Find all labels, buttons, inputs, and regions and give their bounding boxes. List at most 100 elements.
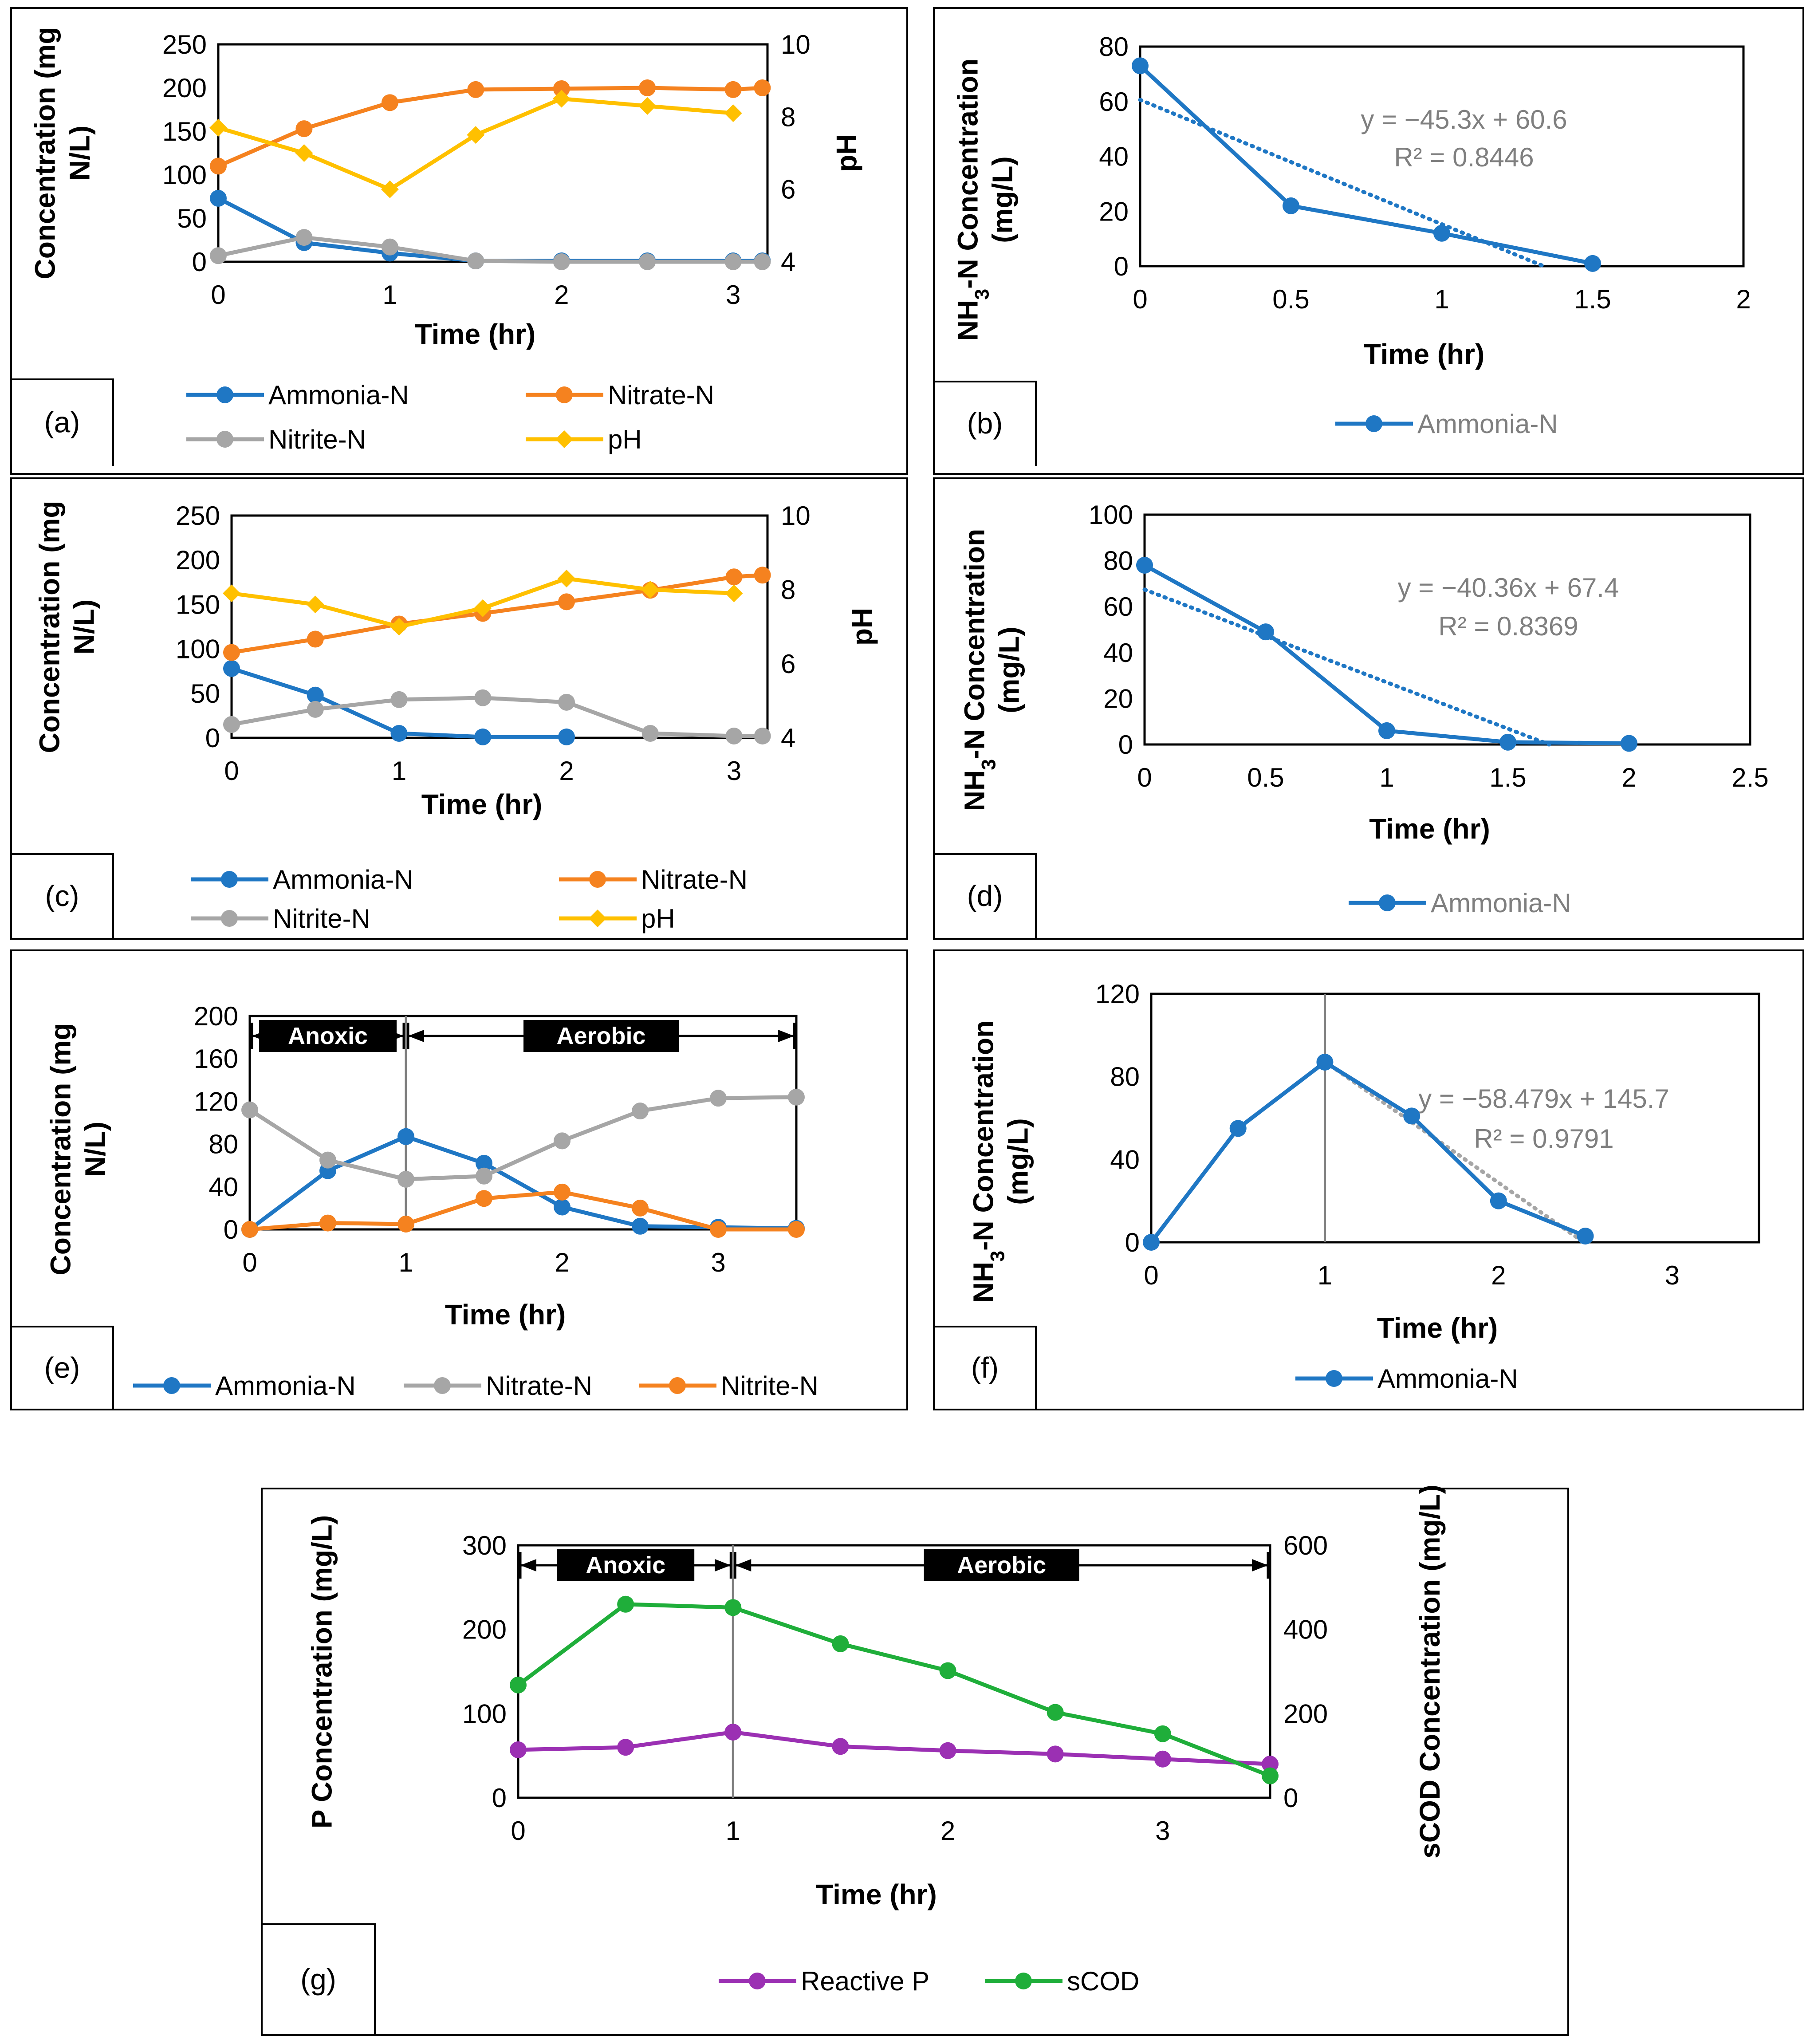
data-point-Nitrite-N bbox=[724, 253, 742, 270]
data-point-Ammonia-N bbox=[554, 1198, 571, 1216]
y-axis-label-line: Concentration (mg bbox=[29, 27, 61, 280]
series-line-Ammonia-N bbox=[1149, 1060, 1586, 1244]
data-point-Nitrite-N bbox=[223, 716, 240, 733]
x-tick-label: 0.5 bbox=[1247, 763, 1284, 792]
legend-swatch-marker bbox=[1326, 1370, 1342, 1387]
panel-label: (e) bbox=[44, 1351, 80, 1384]
trendline-equation: y = −58.479x + 145.7 bbox=[1418, 1084, 1669, 1114]
x-axis-label: Time (hr) bbox=[445, 1299, 566, 1331]
legend-label: Nitrite-N bbox=[273, 904, 370, 933]
y-axis-label-line: (mg/L) bbox=[1002, 1118, 1034, 1205]
data-point-Nitrite-N bbox=[553, 253, 570, 270]
x-tick-label: 1 bbox=[382, 280, 397, 310]
legend-swatch-marker bbox=[749, 1973, 766, 1989]
x-tick-label: 3 bbox=[1665, 1260, 1680, 1290]
plot-area-frame bbox=[1143, 513, 1751, 746]
phase-label-box bbox=[259, 1020, 397, 1052]
x-tick-label: 2 bbox=[940, 1816, 955, 1846]
y-axis-label-line: (mg/L) bbox=[986, 156, 1018, 243]
data-point-Nitrite-N bbox=[307, 701, 324, 718]
data-point-Reactive P bbox=[510, 1741, 527, 1758]
y-tick-label: 100 bbox=[176, 634, 220, 664]
panel-frame bbox=[10, 7, 908, 475]
data-point-Ammonia-N bbox=[1136, 556, 1153, 574]
y-tick-label: 0 bbox=[224, 1215, 238, 1245]
data-point-Nitrite-N bbox=[319, 1214, 336, 1232]
panel-label: (a) bbox=[44, 406, 80, 439]
y-tick-label: 20 bbox=[1103, 684, 1133, 713]
data-point-Nitrite-N bbox=[554, 1183, 571, 1201]
y2-axis-label: sCOD Concentration (mg/L) bbox=[1414, 1485, 1446, 1859]
data-point-Ammonia-N bbox=[1584, 255, 1601, 272]
phase-arrow-head bbox=[715, 1559, 731, 1571]
y2-axis-label: pH bbox=[830, 134, 862, 172]
data-point-Reactive P bbox=[617, 1739, 634, 1756]
data-point-Reactive P bbox=[1262, 1756, 1279, 1773]
legend-swatch-marker bbox=[216, 386, 233, 403]
phase-label: Aerobic bbox=[556, 1023, 645, 1049]
phase-label-box bbox=[523, 1020, 679, 1052]
phase-label-box bbox=[557, 1549, 695, 1581]
phase-label: Anoxic bbox=[288, 1023, 368, 1049]
legend-label: pH bbox=[608, 425, 642, 454]
x-tick-label: 1 bbox=[1434, 284, 1449, 314]
data-point-pH bbox=[641, 581, 659, 599]
panel-frame bbox=[933, 7, 1804, 475]
series-line-Ammonia-N bbox=[1138, 64, 1593, 266]
trendline-r2: R² = 0.8446 bbox=[1394, 142, 1534, 172]
x-tick-label: 2 bbox=[1621, 763, 1636, 792]
y2-tick-label: 10 bbox=[781, 30, 811, 59]
y-tick-label: 80 bbox=[1099, 32, 1129, 62]
y-tick-label: 200 bbox=[176, 545, 220, 575]
data-point-Nitrate-N bbox=[632, 1103, 649, 1120]
data-point-pH bbox=[558, 569, 575, 587]
plot-area-frame bbox=[1139, 45, 1745, 268]
data-point-Nitrate-N bbox=[725, 568, 743, 586]
phase-label: Anoxic bbox=[586, 1552, 665, 1579]
legend-label: Ammonia-N bbox=[268, 380, 409, 410]
data-point-Nitrite-N bbox=[710, 1221, 727, 1238]
phase-arrow-head bbox=[408, 1030, 424, 1042]
legend-swatch-marker bbox=[221, 871, 238, 888]
y-tick-label: 40 bbox=[1103, 638, 1133, 668]
data-point-Nitrate-N bbox=[754, 79, 771, 96]
data-point-pH bbox=[552, 90, 571, 108]
y-axis-label-line: N/L) bbox=[79, 1122, 111, 1177]
plot-area-frame bbox=[248, 1015, 798, 1231]
data-point-Reactive P bbox=[1047, 1745, 1064, 1763]
legend-swatch-marker bbox=[434, 1377, 451, 1394]
data-point-Reactive P bbox=[832, 1738, 849, 1755]
legend-swatch-marker bbox=[1015, 1973, 1032, 1989]
data-point-Ammonia-N bbox=[558, 728, 575, 745]
x-tick-label: 0 bbox=[211, 280, 225, 310]
x-tick-label: 3 bbox=[1155, 1816, 1170, 1846]
y-tick-label: 200 bbox=[162, 73, 207, 103]
y-tick-label: 80 bbox=[1110, 1062, 1140, 1092]
legend-label: sCOD bbox=[1067, 1966, 1139, 1996]
panel-label-box bbox=[11, 378, 114, 466]
phase-arrow-head bbox=[1252, 1559, 1268, 1571]
y2-tick-label: 8 bbox=[781, 575, 795, 605]
data-point-Ammonia-N bbox=[390, 725, 408, 742]
legend-swatch-marker bbox=[221, 910, 238, 927]
x-tick-label: 0 bbox=[224, 756, 239, 786]
y-axis-label-line: Concentration (mg bbox=[44, 1023, 76, 1276]
data-point-Reactive P bbox=[939, 1742, 956, 1759]
data-point-Nitrate-N bbox=[319, 1151, 336, 1169]
y-tick-label: 120 bbox=[194, 1087, 238, 1116]
y-tick-label: 20 bbox=[1099, 197, 1129, 226]
y2-axis-label: pH bbox=[846, 608, 878, 646]
trendline bbox=[1322, 1059, 1588, 1245]
phase-label: Aerobic bbox=[957, 1552, 1046, 1579]
trendline-equation: y = −45.3x + 60.6 bbox=[1361, 105, 1567, 134]
data-point-pH bbox=[638, 97, 657, 115]
panel-frame bbox=[261, 1488, 1569, 2036]
x-tick-label: 1.5 bbox=[1574, 284, 1611, 314]
data-point-Ammonia-N bbox=[223, 660, 240, 677]
data-point-sCOD bbox=[1262, 1767, 1279, 1784]
legend-swatch-marker bbox=[669, 1377, 686, 1394]
x-axis-label: Time (hr) bbox=[1369, 813, 1490, 845]
data-point-Ammonia-N bbox=[474, 728, 492, 745]
y-axis-label-line: NH3-N Concentration bbox=[958, 529, 999, 811]
series-line-Ammonia-N bbox=[217, 196, 763, 263]
